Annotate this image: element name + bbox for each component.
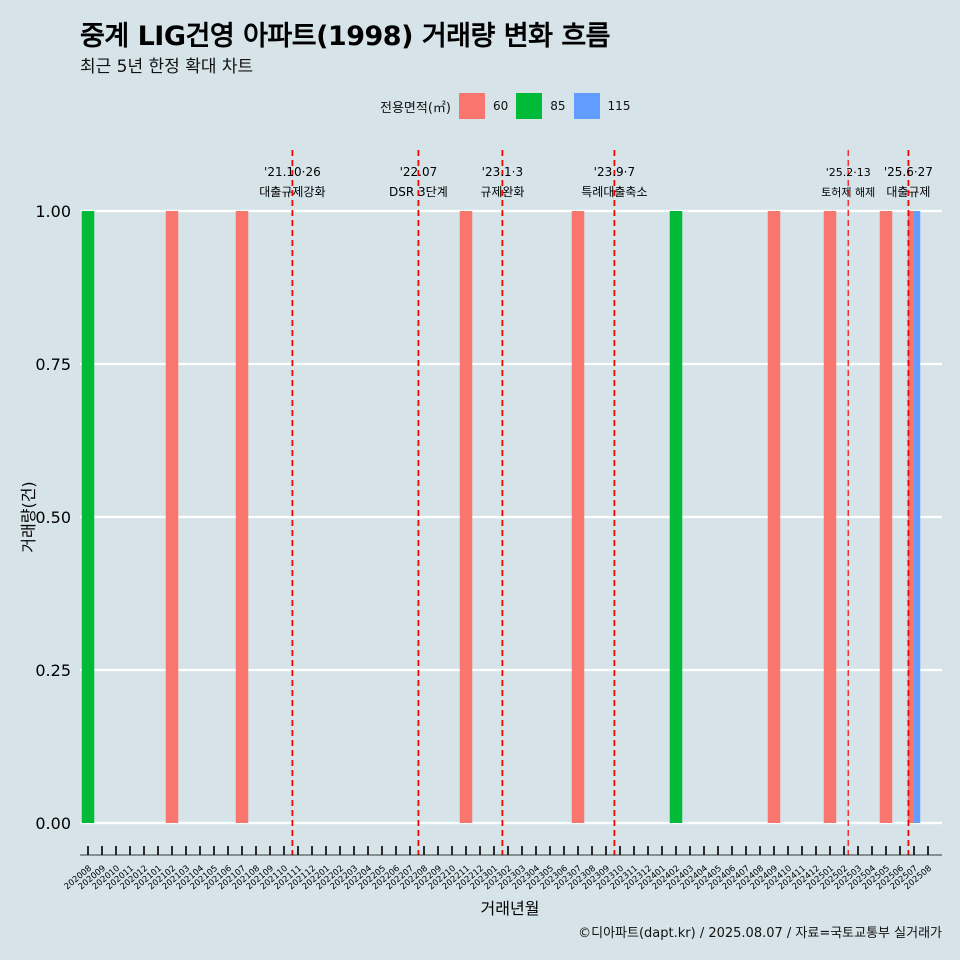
chart-title: 중계 LIG건영 아파트(1998) 거래량 변화 흐름 — [80, 21, 611, 52]
event-date-label: '23.9·7 — [594, 165, 635, 179]
legend-item-85: 85 — [516, 93, 566, 119]
event-date-label: '25.2·13 — [826, 166, 871, 179]
event-date-label: '25.6·27 — [884, 165, 933, 179]
legend-label-115: 115 — [607, 99, 631, 113]
event-name-label: 특례대출축소 — [581, 185, 647, 199]
chart-subtitle: 최근 5년 한정 확대 차트 — [80, 57, 254, 77]
bar-202102-60 — [165, 211, 179, 823]
legend-swatch-60 — [458, 93, 485, 119]
y-tick-label: 0.50 — [35, 508, 71, 527]
legend-swatch-115 — [573, 93, 600, 119]
event-name-label: 대출규제강화 — [259, 185, 325, 199]
event-name-label: 대출규제 — [886, 185, 930, 199]
bar-202507-115 — [914, 211, 921, 823]
bar-202107-60 — [235, 211, 249, 823]
bar-202307-60 — [571, 211, 585, 823]
bar-202211-60 — [459, 211, 473, 823]
bar-202507-60 — [907, 211, 914, 823]
legend-swatch-85 — [516, 93, 543, 119]
y-tick-label: 0.25 — [35, 661, 71, 680]
event-date-label: '23.1·3 — [482, 165, 523, 179]
y-tick-label: 1.00 — [35, 202, 71, 221]
legend: 전용면적(㎡) 60 85 115 — [380, 92, 638, 120]
y-tick-label: 0.75 — [35, 355, 71, 374]
event-name-label: 토허제 해제 — [821, 185, 875, 199]
legend-title: 전용면적(㎡) — [380, 100, 451, 116]
event-name-label: DSR 3단계 — [389, 185, 448, 199]
legend-item-115: 115 — [573, 93, 631, 119]
event-date-label: '21.10·26 — [264, 165, 321, 179]
bar-202402-85 — [669, 211, 683, 823]
bar-202505-60 — [879, 211, 893, 823]
y-axis-title: 거래량(건) — [19, 481, 38, 552]
legend-label-60: 60 — [492, 99, 509, 113]
bar-202409-60 — [767, 211, 781, 823]
event-date-label: '22.07 — [400, 165, 438, 179]
event-name-label: 규제완화 — [480, 185, 524, 199]
bar-202008-85 — [81, 211, 95, 823]
legend-label-85: 85 — [550, 99, 566, 113]
y-tick-label: 0.00 — [35, 814, 71, 833]
source-footer: ©디아파트(dapt.kr) / 2025.08.07 / 자료=국토교통부 실… — [578, 926, 942, 941]
bar-202501-60 — [823, 211, 837, 823]
x-axis-title: 거래년월 — [481, 899, 540, 918]
legend-item-60: 60 — [458, 93, 509, 119]
